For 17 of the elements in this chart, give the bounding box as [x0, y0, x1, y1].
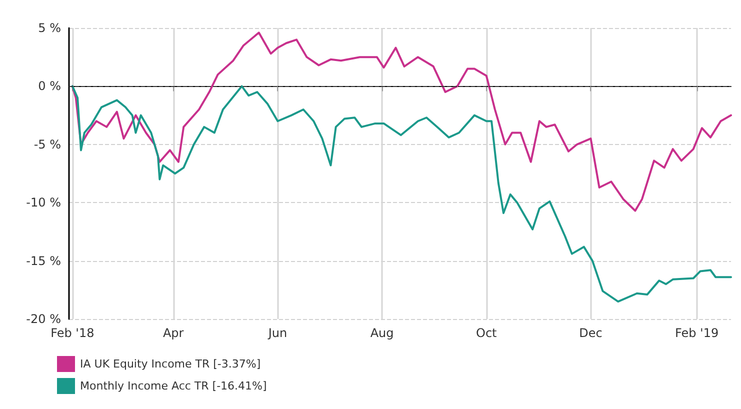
y-tick-label: -20 %: [26, 312, 61, 326]
line-series: [71, 32, 732, 212]
y-tick-label: -15 %: [26, 254, 61, 268]
x-tick-label: Oct: [476, 326, 498, 340]
x-tick-label: Jun: [267, 326, 288, 340]
y-tick-label: -10 %: [26, 196, 61, 210]
x-tick-label: Aug: [370, 326, 394, 340]
y-tick-label: 5 %: [38, 21, 61, 35]
legend-label: Monthly Income Acc TR [-16.41%]: [80, 380, 267, 392]
y-tick-label: 0 %: [38, 79, 61, 94]
x-tick-label: Dec: [579, 326, 602, 340]
x-tick-label: Feb '18: [50, 326, 94, 340]
y-tick-label: -5 %: [34, 137, 61, 152]
line-series: [71, 85, 732, 303]
x-tick-label: Feb '19: [674, 326, 719, 340]
x-tick-label: Apr: [162, 326, 184, 340]
legend-label: IA UK Equity Income TR [-3.37%]: [80, 358, 261, 370]
